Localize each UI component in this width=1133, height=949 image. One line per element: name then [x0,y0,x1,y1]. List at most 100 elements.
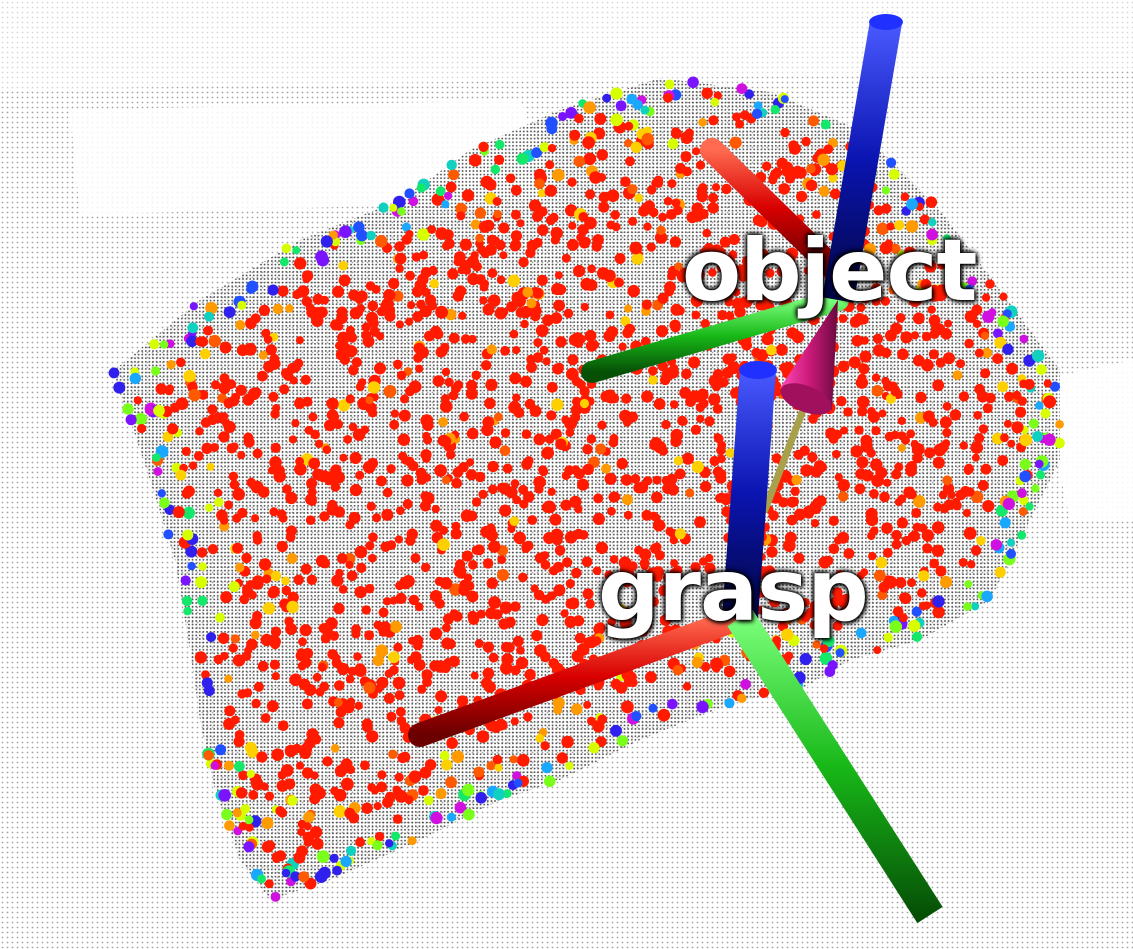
point-marker [378,607,389,618]
point-marker [1006,362,1019,375]
point-marker [728,234,740,245]
point-marker [662,483,674,494]
point-marker [812,210,821,219]
point-marker [287,362,298,374]
point-marker [277,285,289,297]
point-marker [669,568,679,578]
point-marker [971,304,983,316]
point-marker [891,539,902,550]
point-marker [470,671,479,680]
point-marker [554,271,563,280]
point-marker [830,596,841,607]
point-marker [1007,439,1016,448]
point-marker [310,771,319,780]
point-marker [314,439,324,448]
point-marker [658,585,670,597]
point-marker [351,357,362,368]
point-marker [648,375,658,385]
point-marker [597,267,610,280]
point-marker [696,160,706,170]
point-marker [276,780,289,792]
point-marker [533,475,546,489]
point-marker [381,508,394,521]
point-marker [336,553,348,564]
point-marker [421,669,433,681]
point-marker [219,373,230,384]
point-marker [396,716,407,726]
point-marker [223,718,236,730]
point-marker [235,384,247,396]
point-marker [882,547,893,558]
point-marker [343,435,353,444]
point-marker [291,419,300,428]
point-marker [224,500,234,510]
point-marker [474,207,487,219]
point-marker [487,460,499,473]
point-marker [878,581,890,593]
point-marker [365,396,374,405]
point-marker [258,558,272,571]
point-marker [671,127,680,136]
point-marker [817,153,830,166]
point-marker [838,360,850,372]
point-marker [223,398,234,409]
point-marker [648,366,658,376]
point-marker [696,414,705,423]
point-marker [226,443,237,454]
point-marker [415,467,427,479]
point-marker [857,406,868,417]
point-marker [440,342,450,353]
point-marker [1012,390,1022,400]
point-marker [394,535,403,544]
point-marker [619,564,632,577]
point-marker [374,362,386,375]
point-marker [711,183,721,192]
point-marker [985,279,995,289]
point-marker [510,184,522,196]
point-marker [607,617,616,627]
point-marker [648,703,658,713]
point-marker [420,562,431,573]
point-marker [822,635,835,648]
point-marker [493,209,502,219]
point-marker [585,279,598,291]
point-marker [195,427,204,436]
point-marker [441,436,452,447]
point-marker [545,160,555,170]
point-marker [623,510,633,520]
point-marker [813,460,826,472]
point-marker [974,348,984,358]
point-marker [828,515,839,527]
point-marker [466,469,478,481]
point-marker [354,294,365,304]
point-marker [451,750,465,764]
point-marker [568,221,577,230]
point-marker [928,218,937,227]
point-marker [218,789,231,802]
point-marker [292,246,301,255]
point-marker [710,657,723,671]
point-marker [901,535,912,546]
point-marker [340,855,352,868]
point-marker [781,161,794,173]
grasp-x-axis [408,606,752,747]
point-marker [497,555,507,564]
point-marker [159,340,169,349]
point-marker [561,253,571,263]
point-marker [592,234,604,246]
point-marker [565,598,577,609]
point-marker [558,112,568,121]
point-marker [894,462,904,472]
point-marker [353,221,365,233]
point-marker [286,600,299,614]
point-marker [345,394,355,404]
point-marker [931,544,945,557]
point-marker [925,196,938,208]
point-marker [943,352,955,365]
point-marker [417,228,430,241]
point-marker [383,692,395,704]
point-marker [354,701,363,710]
point-marker [340,758,353,771]
